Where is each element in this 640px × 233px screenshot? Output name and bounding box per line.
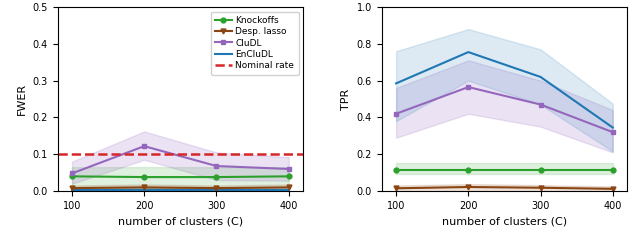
X-axis label: number of clusters (C): number of clusters (C) — [442, 216, 567, 226]
Y-axis label: FWER: FWER — [17, 83, 27, 115]
Y-axis label: TPR: TPR — [341, 88, 351, 110]
X-axis label: number of clusters (C): number of clusters (C) — [118, 216, 243, 226]
Legend: Knockoffs, Desp. lasso, CluDL, EnCluDL, Nominal rate: Knockoffs, Desp. lasso, CluDL, EnCluDL, … — [211, 11, 299, 75]
